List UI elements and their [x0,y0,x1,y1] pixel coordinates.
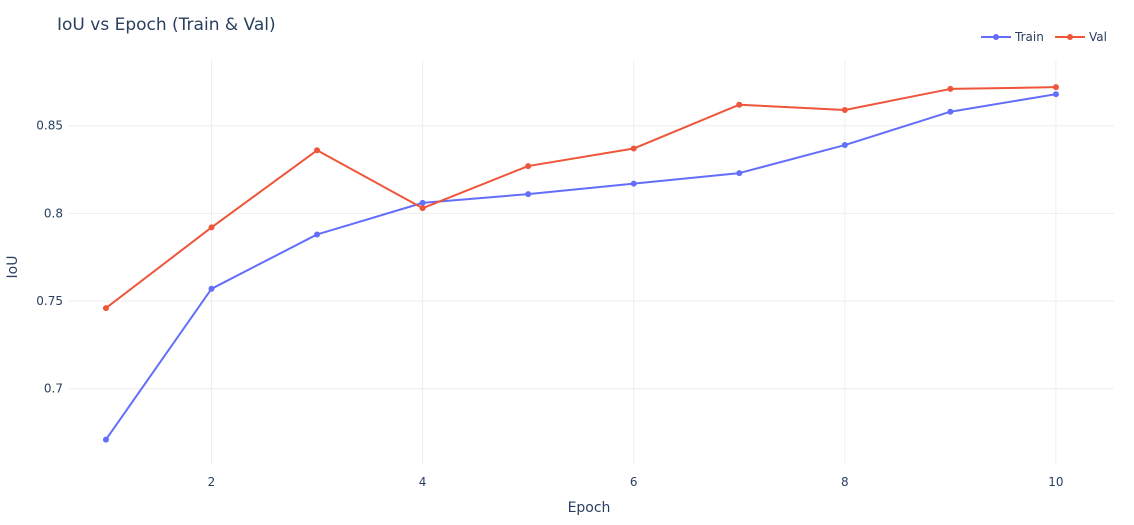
legend-train-marker [993,34,999,40]
series-val [102,84,1059,312]
legend-train-label: Train [1014,30,1044,44]
train-point[interactable] [419,199,426,206]
series-train [102,91,1059,443]
val-line [105,86,1056,309]
train-point[interactable] [208,285,215,292]
x-tick-label: 8 [841,475,849,489]
val-point[interactable] [630,145,637,152]
x-tick-label: 6 [630,475,638,489]
train-point[interactable] [630,180,637,187]
legend: Train Val [981,30,1107,44]
train-point[interactable] [525,191,532,198]
y-tick-label: 0.8 [44,206,63,220]
y-axis-title: IoU [5,256,21,279]
legend-item-val[interactable]: Val [1055,30,1107,44]
legend-val-label: Val [1089,30,1107,44]
val-point[interactable] [525,163,532,170]
series-layer [102,84,1059,443]
train-point[interactable] [947,108,954,115]
legend-val-marker [1067,34,1073,40]
val-point[interactable] [947,85,954,92]
val-point[interactable] [1052,84,1059,91]
train-point[interactable] [841,142,848,149]
val-point[interactable] [314,147,321,154]
val-point[interactable] [736,101,743,108]
train-point[interactable] [314,231,321,238]
chart-title: IoU vs Epoch (Train & Val) [57,15,276,35]
tick-labels: 2 4 6 8 10 0.7 0.75 0.8 0.85 [36,119,1063,489]
val-point[interactable] [841,106,848,113]
x-tick-label: 4 [419,475,427,489]
y-tick-label: 0.85 [36,119,63,133]
y-tick-label: 0.7 [44,382,63,396]
y-tick-label: 0.75 [36,294,63,308]
grid [69,60,1114,465]
val-point[interactable] [419,205,426,212]
x-axis-title: Epoch [568,500,611,516]
legend-item-train[interactable]: Train [981,30,1044,44]
train-point[interactable] [102,436,109,443]
train-point[interactable] [736,170,743,177]
train-line [105,93,1057,441]
train-point[interactable] [1052,91,1059,98]
val-point[interactable] [102,305,109,312]
val-point[interactable] [208,224,215,231]
x-tick-label: 2 [208,475,216,489]
x-tick-label: 10 [1048,475,1063,489]
